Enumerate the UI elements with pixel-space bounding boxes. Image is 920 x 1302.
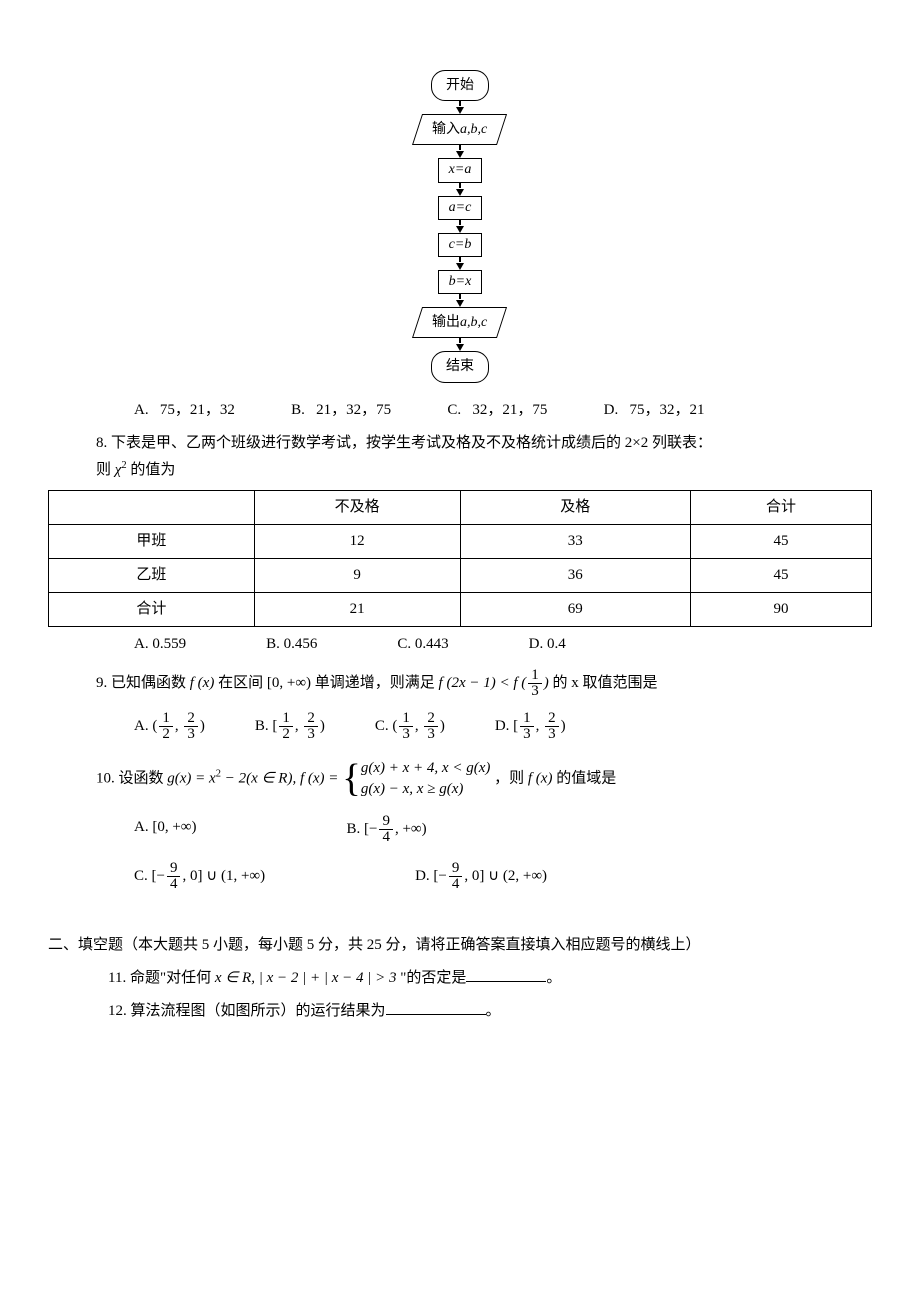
piecewise-brace: { g(x) + x + 4, x < g(x) g(x) − x, x ≥ g… [342, 758, 490, 800]
q8-th-1: 不及格 [254, 490, 460, 524]
q12: 12. 算法流程图（如图所示）的运行结果为。 [48, 998, 872, 1025]
q7-opt-b: B. 21，32，75 [291, 402, 391, 418]
q9-options: A. (12, 23) B. [12, 23) C. (13, 23) D. [… [48, 711, 872, 742]
q11-blank [466, 967, 546, 982]
q8-opt-c: C. 0.443 [397, 631, 448, 658]
q10-options-row1: A. [0, +∞) B. [−94, +∞) [48, 814, 872, 845]
q8-options: A. 0.559 B. 0.456 C. 0.443 D. 0.4 [48, 631, 872, 658]
q10-stem: 10. 设函数 g(x) = x2 − 2(x ∈ R), f (x) = { … [48, 758, 872, 800]
q11: 11. 命题"对任何 x ∈ R, | x − 2 | + | x − 4 | … [48, 965, 872, 992]
q10-opt-a: A. [0, +∞) [134, 814, 196, 845]
q9-opt-a: A. (12, 23) [134, 711, 205, 742]
q8-text1: 8. 下表是甲、乙两个班级进行数学考试，按学生考试及格及不及格统计成绩后的 2×… [48, 430, 872, 457]
q9-stem: 9. 已知偶函数 f (x) 在区间 [0, +∞) 单调递增，则满足 f (2… [48, 668, 872, 699]
q10-options-row2: C. [−94, 0] ∪ (1, +∞) D. [−94, 0] ∪ (2, … [48, 861, 872, 892]
flowchart-q7: 开始 输入a,b,c x=a a=c c=b b=x 输出a,b,c 结束 [370, 70, 550, 383]
q7-options: A. 75，21，32 B. 21，32，75 C. 32，21，75 D. 7… [48, 397, 872, 424]
flowchart-step1: x=a [438, 158, 483, 182]
q9-opt-d: D. [13, 23) [495, 711, 566, 742]
q10-opt-d: D. [−94, 0] ∪ (2, +∞) [415, 861, 547, 892]
q7-opt-c: C. 32，21，75 [447, 402, 547, 418]
flowchart-input: 输入a,b,c [412, 114, 507, 145]
flowchart-step3: c=b [438, 233, 483, 257]
table-row: 合计 21 69 90 [49, 592, 872, 626]
section-2-header: 二、填空题（本大题共 5 小题，每小题 5 分，共 25 分，请将正确答案直接填… [48, 932, 872, 959]
q9-opt-c: C. (13, 23) [375, 711, 445, 742]
q8-th-2: 及格 [460, 490, 690, 524]
q8-opt-d: D. 0.4 [529, 631, 566, 658]
q8-opt-b: B. 0.456 [266, 631, 317, 658]
q8-opt-a: A. 0.559 [134, 631, 186, 658]
flowchart-step4: b=x [438, 270, 483, 294]
q9-opt-b: B. [12, 23) [255, 711, 325, 742]
q8-th-0 [49, 490, 255, 524]
q10-opt-b: B. [−94, +∞) [346, 814, 426, 845]
q7-opt-d: D. 75，32，21 [604, 402, 705, 418]
q8-text2: 则 χ2 的值为 [48, 457, 872, 484]
q8-th-3: 合计 [690, 490, 871, 524]
flowchart-start: 开始 [431, 70, 489, 101]
q8-table: 不及格 及格 合计 甲班 12 33 45 乙班 9 36 45 合计 21 6… [48, 490, 872, 627]
flowchart-output: 输出a,b,c [412, 307, 507, 338]
table-row: 乙班 9 36 45 [49, 558, 872, 592]
q8-table-header: 不及格 及格 合计 [49, 490, 872, 524]
q7-opt-a: A. 75，21，32 [134, 402, 235, 418]
q12-blank [386, 1000, 486, 1015]
q10-opt-c: C. [−94, 0] ∪ (1, +∞) [134, 861, 265, 892]
table-row: 甲班 12 33 45 [49, 524, 872, 558]
flowchart-step2: a=c [438, 196, 483, 220]
flowchart-end: 结束 [431, 351, 489, 382]
